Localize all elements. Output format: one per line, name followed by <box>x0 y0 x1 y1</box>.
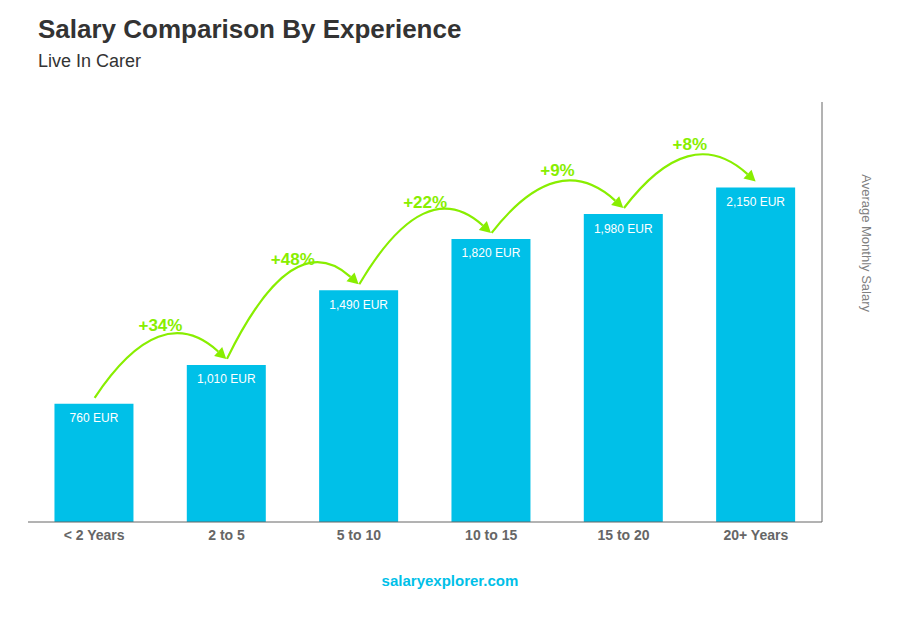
svg-text:+8%: +8% <box>673 135 708 154</box>
svg-text:1,490 EUR: 1,490 EUR <box>329 298 388 312</box>
svg-text:+48%: +48% <box>271 250 315 269</box>
svg-text:760 EUR: 760 EUR <box>70 411 119 425</box>
svg-text:10 to 15: 10 to 15 <box>465 527 517 543</box>
svg-text:1,820 EUR: 1,820 EUR <box>462 246 521 260</box>
svg-text:15 to 20: 15 to 20 <box>597 527 649 543</box>
svg-text:< 2 Years: < 2 Years <box>64 527 125 543</box>
svg-text:+22%: +22% <box>403 193 447 212</box>
svg-text:2 to 5: 2 to 5 <box>208 527 245 543</box>
svg-text:20+ Years: 20+ Years <box>723 527 788 543</box>
svg-text:Average Monthly Salary: Average Monthly Salary <box>859 174 874 312</box>
svg-text:5 to 10: 5 to 10 <box>337 527 382 543</box>
svg-text:+34%: +34% <box>138 316 182 335</box>
svg-text:2,150 EUR: 2,150 EUR <box>726 195 785 209</box>
svg-text:1,980 EUR: 1,980 EUR <box>594 222 653 236</box>
svg-text:1,010 EUR: 1,010 EUR <box>197 372 256 386</box>
html-text:Salary Comparison By Experienc: Salary Comparison By Experience <box>38 14 462 44</box>
html-text:Live In Carer: Live In Carer <box>38 51 141 71</box>
svg-text:+9%: +9% <box>540 161 575 180</box>
html-text:salaryexplorer.com: salaryexplorer.com <box>381 572 519 589</box>
